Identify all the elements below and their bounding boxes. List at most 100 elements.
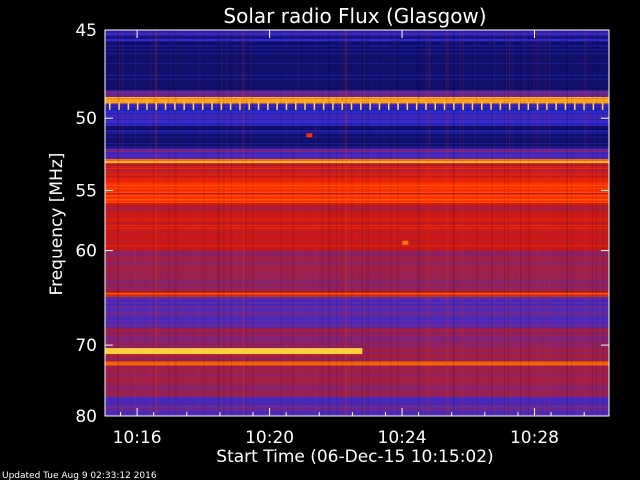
texture-line — [105, 36, 609, 38]
chart-title: Solar radio Flux (Glasgow) — [223, 4, 486, 28]
time-stripe — [426, 30, 428, 416]
time-stripe — [429, 30, 431, 416]
x-axis-label: Start Time (06-Dec-15 10:15:02) — [216, 447, 493, 467]
texture-line — [105, 169, 609, 171]
comb-mark — [555, 102, 557, 111]
texture-line — [105, 64, 609, 66]
texture-line — [105, 226, 609, 228]
texture-line — [105, 364, 609, 366]
texture-line — [105, 373, 609, 375]
texture-line — [105, 303, 609, 305]
time-stripe — [379, 30, 381, 416]
time-stripe — [198, 30, 200, 416]
comb-mark — [518, 102, 520, 111]
texture-line — [105, 189, 609, 191]
comb-mark — [267, 102, 269, 111]
texture-line — [105, 152, 609, 154]
x-tick-label: 10:28 — [510, 428, 559, 448]
texture-line — [105, 315, 609, 317]
comb-mark — [508, 102, 511, 111]
x-tick-label: 10:24 — [378, 428, 427, 448]
texture-line — [105, 171, 609, 173]
comb-mark — [313, 102, 316, 111]
texture-line — [105, 220, 609, 222]
time-stripe — [345, 30, 347, 416]
texture-line — [105, 254, 609, 256]
x-axis: 10:16 10:20 10:24 10:28 — [113, 30, 585, 448]
texture-line — [105, 297, 609, 299]
time-stripe — [153, 30, 155, 416]
texture-line — [105, 78, 609, 80]
time-stripe — [341, 30, 343, 416]
comb-mark — [192, 102, 195, 111]
texture-line — [105, 136, 609, 138]
time-stripe — [135, 30, 137, 416]
comb-mark — [248, 102, 250, 111]
texture-line — [105, 205, 609, 207]
texture-line — [105, 402, 609, 404]
time-stripe — [474, 30, 476, 416]
comb-mark — [536, 102, 539, 111]
time-stripe — [445, 30, 447, 416]
time-stripe — [315, 30, 317, 416]
texture-line — [105, 70, 609, 72]
texture-line — [105, 340, 609, 342]
comb-mark — [136, 102, 139, 111]
texture-line — [105, 53, 609, 55]
time-stripe — [363, 30, 365, 416]
texture-line — [105, 109, 609, 111]
texture-line — [105, 299, 609, 301]
texture-line — [105, 207, 609, 209]
texture-line — [105, 130, 609, 132]
texture-line — [105, 194, 609, 196]
texture-line — [105, 101, 609, 103]
texture-line — [105, 102, 609, 104]
y-tick-label: 45 — [75, 21, 97, 41]
texture-line — [105, 380, 609, 382]
texture-line — [105, 106, 609, 108]
texture-line — [105, 167, 609, 169]
texture-line — [105, 141, 609, 143]
comb-mark — [285, 102, 288, 111]
texture-line — [105, 188, 609, 190]
texture-line — [105, 399, 609, 401]
texture-line — [105, 268, 609, 270]
texture-line — [105, 210, 609, 212]
x-tick-label: 10:20 — [245, 428, 294, 448]
time-stripe — [226, 30, 228, 416]
time-stripe — [242, 30, 244, 416]
time-stripe — [345, 30, 347, 416]
texture-line — [105, 151, 609, 153]
time-stripe — [447, 30, 449, 416]
texture-line — [105, 208, 609, 210]
texture-line — [105, 403, 609, 405]
time-stripe — [321, 30, 323, 416]
texture-line — [105, 282, 609, 284]
texture-line — [105, 193, 609, 195]
texture-line — [105, 31, 609, 33]
texture-line — [105, 159, 609, 161]
texture-line — [105, 91, 609, 93]
texture-line — [105, 400, 609, 402]
texture-line — [105, 319, 609, 321]
texture-line — [105, 157, 609, 159]
comb-mark — [146, 102, 148, 111]
texture-line — [105, 49, 609, 51]
time-stripe — [252, 30, 254, 416]
texture-line — [105, 388, 609, 390]
freq-band-11 — [105, 250, 609, 292]
texture-line — [105, 321, 609, 323]
texture-line — [105, 355, 609, 357]
time-stripe — [118, 30, 120, 416]
plot-area — [105, 30, 609, 417]
texture-line — [105, 286, 609, 288]
time-stripe — [121, 30, 123, 416]
texture-line — [105, 251, 609, 253]
comb-mark — [527, 102, 529, 111]
y-tick-label: 80 — [75, 407, 97, 427]
comb-mark — [546, 102, 548, 111]
texture-line — [105, 343, 609, 345]
time-stripe — [344, 30, 346, 416]
time-stripe — [506, 30, 508, 416]
texture-line — [105, 184, 609, 186]
